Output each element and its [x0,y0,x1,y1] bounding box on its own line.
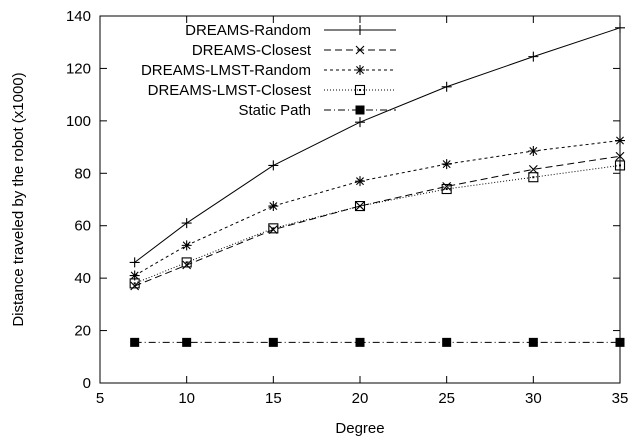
data-point [129,278,140,289]
x-axis-label: Degree [335,420,384,437]
x-tick-label: 25 [438,390,455,407]
data-point [268,337,278,347]
x-tick-label: 20 [352,390,369,407]
x-tick-label: 35 [612,390,629,407]
data-point [355,117,365,128]
y-tick-label: 140 [66,8,91,25]
y-tick-label: 60 [74,218,91,235]
y-axis-label: Distance traveled by the robot (x1000) [10,72,27,326]
legend-marker [355,25,365,35]
y-tick-label: 80 [74,165,91,182]
legend-label: DREAMS-Random [185,22,311,39]
y-tick-label: 100 [66,113,91,130]
legend-item: Static Path [238,102,396,119]
series-dreams-lmst-random [129,135,625,281]
data-point [182,260,192,270]
data-point [441,159,452,170]
data-point [355,176,365,187]
legend-label: DREAMS-Closest [192,42,312,59]
axis-ticks: 5 10 15 20 25 30 35 0 20 40 60 80 100 120 140 [66,8,628,407]
legend-item: DREAMS-Closest [192,42,396,59]
legend-label: Static Path [238,102,311,119]
data-point [268,160,279,171]
legend-label: DREAMS-LMST-Random [141,62,311,79]
legend-item: DREAMS-LMST-Closest [148,82,396,99]
data-point [442,337,452,347]
x-tick-label: 10 [178,390,195,407]
data-point [355,337,365,347]
y-tick-label: 40 [74,270,91,287]
legend-marker [355,105,365,115]
data-point [528,164,538,174]
legend-marker [354,84,366,96]
data-point [130,281,140,291]
x-tick-label: 5 [96,390,104,407]
data-point [354,201,366,212]
y-tick-label: 20 [74,323,91,340]
legend-item: DREAMS-Random [185,22,396,39]
data-point [528,146,539,157]
data-point [528,337,538,347]
series-dreams-closest [130,151,625,291]
legend-item: DREAMS-LMST-Random [141,62,396,79]
series-dreams-lmst-closest [129,160,626,289]
data-point [528,172,539,183]
data-point [129,257,140,268]
y-tick-label: 0 [83,375,91,392]
legend: DREAMS-Random DREAMS-Closest DREAMS-LMST-R… [141,22,396,119]
data-point [130,337,140,347]
plot-frame [99,15,621,384]
data-point [441,81,452,92]
series-line [134,155,621,287]
data-point [129,270,140,281]
series-line [134,140,621,276]
x-tick-label: 15 [265,390,282,407]
data-point [181,218,192,229]
data-point [181,257,192,268]
series-dreams-random [129,22,625,268]
series-line [134,164,621,284]
data-point [268,223,279,234]
series-static-path [130,337,625,347]
data-point [182,337,192,347]
data-point [441,183,452,195]
legend-marker [355,65,365,75]
legend-marker [355,45,365,55]
data-point [528,51,539,62]
x-tick-label: 30 [525,390,542,407]
data-point [268,201,279,212]
y-tick-label: 120 [66,60,91,77]
data-point [181,240,192,251]
legend-label: DREAMS-LMST-Closest [148,82,312,99]
